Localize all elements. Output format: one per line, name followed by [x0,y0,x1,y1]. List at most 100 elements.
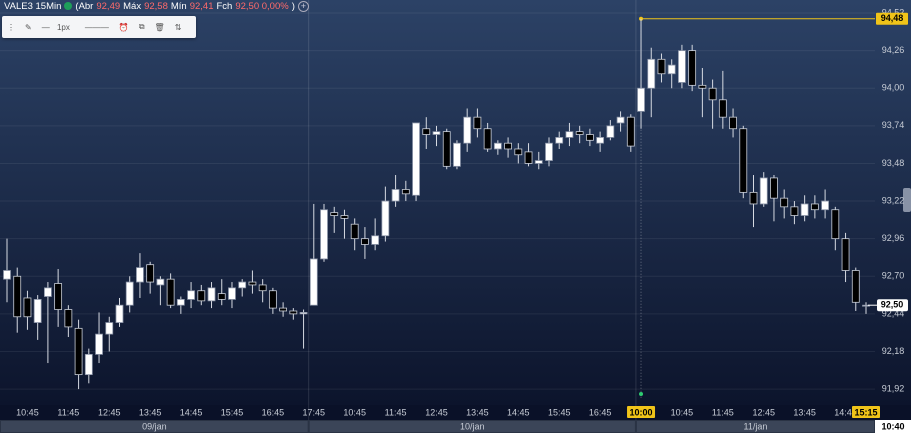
candle-body [442,131,451,167]
candle-body [831,209,840,240]
candle-body [279,307,288,312]
candle-body [739,128,748,193]
add-button[interactable]: + [297,1,309,12]
candle-body [268,290,277,309]
x-tick-label: 12:45 [752,407,775,417]
y-tick-label: 93,74 [882,120,905,130]
candle-body [688,50,697,86]
last-price-label: 92,50 [881,300,904,310]
candle-body [105,322,114,335]
day-cell [309,421,635,432]
candle-body [555,137,564,144]
candle-body [248,281,257,286]
y-tick-label: 92,18 [882,346,905,356]
candle-body [545,142,553,161]
candle-body [258,284,267,292]
crosshair-dot [639,392,644,396]
alarm-tool[interactable]: ⏰ [118,22,129,32]
candle-body [565,131,574,138]
x-tick-label: 14:45 [834,407,857,417]
settings-tool[interactable]: ⇅ [174,22,182,32]
x-tick-label: 10:00 [630,407,653,417]
candle-body [381,200,390,237]
ohlc-value: 92,58 [144,1,168,12]
ohlc-label: Mín [170,1,187,12]
candle-body [197,290,206,302]
candle-body [228,287,236,300]
candle-body [432,131,441,135]
candle-body [514,148,523,156]
candle-body [851,270,860,303]
x-tick-label: 16:45 [262,407,285,417]
ohlc-label: Máx [123,1,142,12]
y-tick-label: 91,92 [882,383,905,393]
copy-tool[interactable]: ⧉ [138,22,145,31]
candle-body [678,50,686,83]
time-highlight [627,406,656,418]
ohlc-value: 92,41 [189,1,214,12]
candle-body [44,287,52,297]
y-tick-label: 94,26 [882,45,905,55]
candle-body [136,267,144,283]
day-cell [636,421,874,432]
x-tick-label: 11:45 [57,407,79,417]
candle-body [800,203,809,216]
ohlc-value: 92,49 [96,1,121,12]
x-tick-label: 15:45 [221,407,244,417]
line-width[interactable]: — 1px [41,22,70,32]
clock: 10:40 [881,421,904,431]
y-tick-label: 93,48 [882,158,905,168]
side-tab[interactable] [903,188,911,212]
day-label: 09/jan [142,421,167,431]
x-tick-label: 11:45 [712,407,734,417]
candle-body [524,151,533,164]
clock-box [875,420,911,433]
line-style[interactable]: ——— [84,22,109,32]
candle-body [166,278,175,306]
candle-body [616,116,625,124]
x-tick-label: 14:45 [507,407,530,417]
candle-body [289,310,298,315]
x-tick-label: 13:45 [793,407,816,417]
candle-body [207,287,216,302]
candle-body [422,128,431,135]
candle-body [84,353,93,376]
candle-body [115,304,124,323]
candle-body [770,177,778,199]
y-tick-label: 94,00 [882,83,905,93]
candle-body [626,116,635,147]
candle-body [64,309,73,328]
y-tick-label: 92,96 [882,233,905,243]
candle-body [95,333,103,355]
candle-body [320,209,328,260]
x-tick-label: 10:45 [671,407,694,417]
x-tick-label: 10:45 [16,407,39,417]
candle-body [749,191,758,205]
candle-body [698,84,707,89]
y-tick-label: 92,44 [882,308,905,318]
time-highlight [852,406,880,418]
candle-body [483,128,492,150]
day-label: 11/jan [744,421,768,431]
candle-body [493,142,502,150]
drag-handle[interactable]: ⋮ [7,22,15,32]
candle-body [309,258,318,306]
candle-body [54,283,63,310]
candle-body [821,200,829,211]
candle-body [473,116,482,130]
delete-tool[interactable]: 🗑 [154,22,165,32]
x-tick-label: 10:45 [343,407,366,417]
candle-body [13,275,22,318]
day-label: 10/jan [460,421,485,431]
x-tick-label: 16:45 [589,407,612,417]
candle-body [146,264,155,283]
candle-body [125,281,134,306]
candle-body [74,327,83,376]
candle-body [606,125,615,138]
last-price-box [877,299,908,312]
candle-body [637,87,645,112]
candle-body [585,134,594,141]
pencil-tool[interactable]: ✎ [25,22,32,32]
